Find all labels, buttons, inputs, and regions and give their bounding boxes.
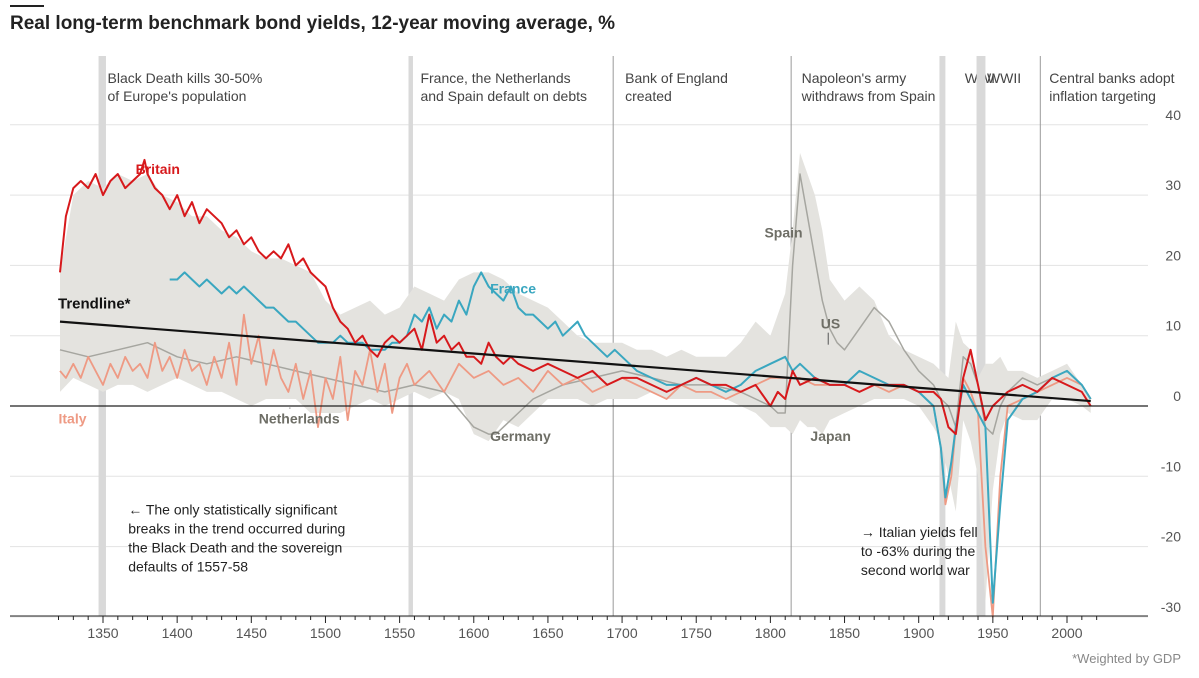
series-label: Germany — [490, 428, 551, 444]
x-tick-label: 1350 — [87, 625, 118, 641]
footnote: *Weighted by GDP — [1072, 651, 1181, 666]
series-label: Italy — [59, 411, 87, 427]
x-tick-label: 1550 — [384, 625, 415, 641]
y-tick-label: -20 — [1161, 529, 1181, 545]
series-label: France — [490, 281, 536, 297]
annotation-text: the Black Death and the sovereign — [128, 539, 342, 555]
chart-title: Real long-term benchmark bond yields, 12… — [10, 13, 616, 34]
event-label: of Europe's population — [108, 88, 247, 104]
x-tick-label: 1650 — [532, 625, 563, 641]
y-tick-label: 40 — [1165, 107, 1181, 123]
event-band — [976, 56, 986, 616]
x-tick-label: 1850 — [829, 625, 860, 641]
series-label: Spain — [764, 224, 802, 240]
annotation-text: defaults of 1557-58 — [128, 558, 248, 574]
event-label: France, the Netherlands — [420, 70, 570, 86]
series-label: Japan — [810, 428, 850, 444]
x-tick-label: 1750 — [681, 625, 712, 641]
x-tick-label: 1950 — [977, 625, 1008, 641]
series-label: US — [821, 316, 840, 332]
series-label: Netherlands — [259, 411, 340, 427]
annotation-text: to -63% during the — [861, 543, 976, 559]
x-tick-label: 1400 — [162, 625, 193, 641]
x-tick-label: 1800 — [755, 625, 786, 641]
x-tick-label: 1700 — [606, 625, 637, 641]
event-label: inflation targeting — [1049, 88, 1156, 104]
x-tick-label: 1600 — [458, 625, 489, 641]
event-label: Central banks adopt — [1049, 70, 1174, 86]
event-label: Napoleon's army — [802, 70, 907, 86]
y-tick-label: -10 — [1161, 458, 1181, 474]
series-line-france — [169, 271, 1092, 604]
y-tick-label: 20 — [1165, 247, 1181, 263]
annotation-text: ← The only statistically significant — [128, 501, 337, 517]
x-tick-label: 1500 — [310, 625, 341, 641]
y-tick-label: 30 — [1165, 177, 1181, 193]
y-tick-label: -30 — [1161, 599, 1181, 615]
x-tick-label: 1450 — [236, 625, 267, 641]
event-label: withdraws from Spain — [801, 88, 936, 104]
annotation-text: second world war — [861, 562, 970, 578]
annotation-text: breaks in the trend occurred during — [128, 520, 345, 536]
series-label: Britain — [136, 161, 180, 177]
event-band — [939, 56, 946, 616]
trendline-label: Trendline* — [58, 296, 131, 313]
title-rule — [10, 5, 44, 7]
event-label: created — [625, 88, 672, 104]
event-label: and Spain default on debts — [420, 88, 587, 104]
annotation-text: → Italian yields fell — [861, 524, 978, 540]
event-label: Bank of England — [625, 70, 728, 86]
y-tick-label: 10 — [1165, 318, 1181, 334]
trendline — [59, 320, 1091, 403]
event-label: WWII — [987, 70, 1021, 86]
event-label: Black Death kills 30-50% — [108, 70, 263, 86]
x-tick-label: 1900 — [903, 625, 934, 641]
series-line-britain — [59, 158, 1092, 436]
y-tick-label: 0 — [1173, 388, 1181, 404]
x-tick-label: 2000 — [1051, 625, 1082, 641]
